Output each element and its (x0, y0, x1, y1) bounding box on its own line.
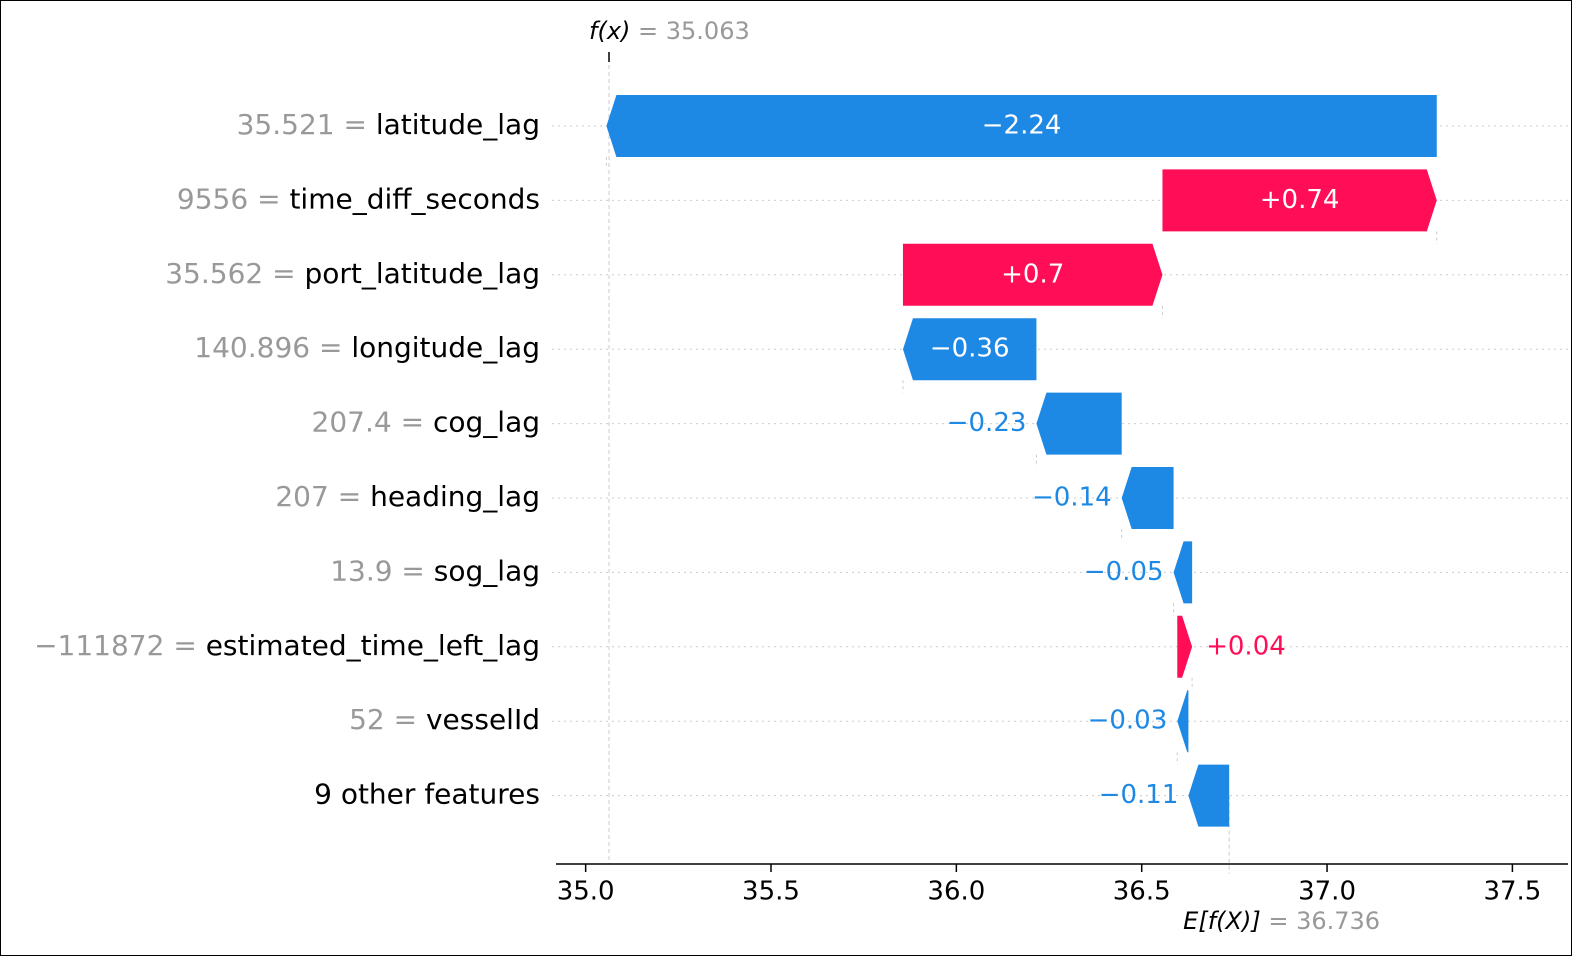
shap-value-label: −0.36 (930, 334, 1010, 364)
feature-label: 140.896 = longitude_lag (194, 331, 540, 364)
feature-equals: = (335, 108, 376, 141)
feature-value: 35.521 (237, 108, 335, 141)
expected-value-label: E[f(X)] = 36.736 (1183, 907, 1380, 935)
waterfall-bar (1121, 467, 1174, 529)
waterfall-bar (1173, 541, 1193, 604)
waterfall-bar (1177, 615, 1193, 678)
x-tick-label: 37.0 (1298, 877, 1356, 907)
fx-equals: = (630, 17, 665, 45)
feature-value: 13.9 (330, 554, 392, 587)
feature-name: time_diff_seconds (289, 182, 540, 215)
shap-value-label: +0.7 (1001, 259, 1064, 289)
feature-equals: = (248, 182, 289, 215)
waterfall-bar (902, 243, 1163, 306)
feature-label: 35.521 = latitude_lag (237, 108, 540, 141)
waterfall-bar (1036, 392, 1122, 455)
feature-name: port_latitude_lag (304, 257, 540, 290)
x-tick-label: 35.0 (557, 877, 615, 907)
fx-value: 35.063 (666, 17, 750, 45)
feature-name: longitude_lag (351, 331, 540, 364)
feature-label: −111872 = estimated_time_left_lag (34, 629, 540, 662)
feature-value: 207 (275, 480, 328, 513)
shap-value-label: −0.14 (1032, 483, 1112, 513)
feature-label: 35.562 = port_latitude_lag (165, 257, 540, 290)
expected-prefix: E[f(X)] (1183, 907, 1261, 935)
x-tick-label: 36.5 (1113, 877, 1171, 907)
feature-value: 140.896 (194, 331, 310, 364)
feature-value: 52 (349, 703, 385, 736)
waterfall-bar (1188, 764, 1230, 827)
waterfall-bar (606, 95, 1437, 157)
feature-equals: = (164, 629, 205, 662)
shap-value-label: +0.04 (1206, 631, 1286, 661)
shap-value-label: −0.05 (1084, 557, 1164, 587)
feature-label: 9556 = time_diff_seconds (177, 182, 540, 215)
shap-value-label: −2.24 (982, 111, 1062, 141)
feature-name: cog_lag (433, 406, 540, 439)
shap-value-label: −0.23 (947, 408, 1027, 438)
expected-value: 36.736 (1296, 907, 1380, 935)
feature-value: 207.4 (312, 406, 392, 439)
feature-equals: = (392, 406, 433, 439)
feature-name: heading_lag (370, 480, 540, 513)
waterfall-bar (902, 318, 1037, 381)
feature-name: latitude_lag (376, 108, 540, 141)
shap-value-label: +0.74 (1260, 185, 1340, 215)
feature-name: vesselId (426, 703, 540, 736)
feature-value: 35.562 (165, 257, 263, 290)
feature-name: 9 other features (314, 778, 540, 811)
feature-value: −111872 (34, 629, 164, 662)
fx-prefix: f(x) (589, 17, 630, 45)
feature-label: 207 = heading_lag (275, 480, 540, 513)
feature-label: 52 = vesselId (349, 703, 540, 736)
shap-value-label: −0.03 (1088, 706, 1168, 736)
feature-equals: = (329, 480, 370, 513)
expected-equals: = (1261, 907, 1296, 935)
feature-equals: = (393, 554, 434, 587)
feature-name: sog_lag (434, 554, 540, 587)
waterfall-bar (1162, 169, 1437, 232)
feature-equals: = (263, 257, 304, 290)
waterfall-bar (1177, 690, 1189, 753)
feature-label: 9 other features (314, 778, 540, 811)
feature-value: 9556 (177, 182, 248, 215)
shap-value-label: −0.11 (1099, 780, 1179, 810)
feature-label: 13.9 = sog_lag (330, 554, 540, 587)
x-tick-label: 36.0 (927, 877, 985, 907)
feature-equals: = (310, 331, 351, 364)
feature-label: 207.4 = cog_lag (312, 406, 540, 439)
x-tick-label: 37.5 (1483, 877, 1541, 907)
fx-label: f(x) = 35.063 (589, 17, 750, 45)
x-tick-label: 35.5 (742, 877, 800, 907)
feature-equals: = (385, 703, 426, 736)
feature-name: estimated_time_left_lag (206, 629, 540, 662)
